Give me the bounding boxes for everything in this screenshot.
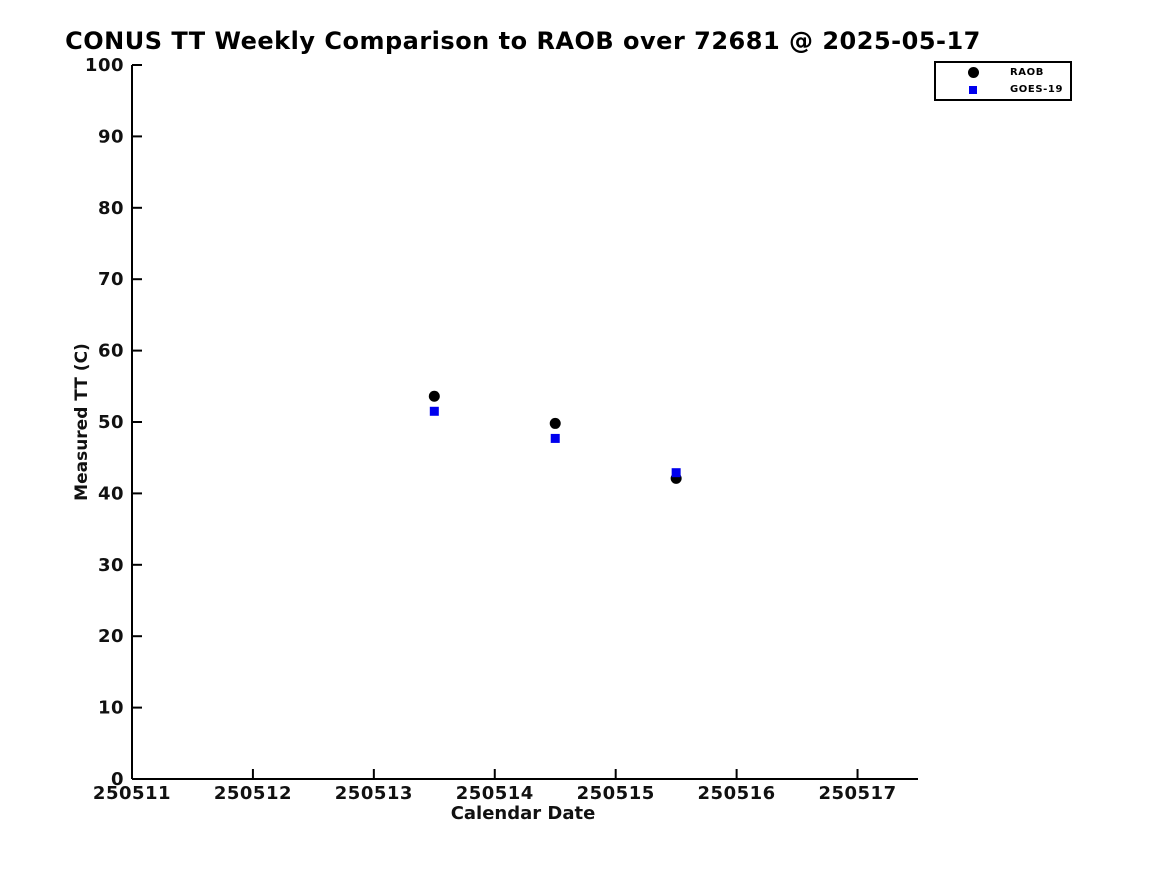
y-tick-label: 20 xyxy=(98,626,124,647)
y-tick-label: 60 xyxy=(98,341,124,362)
legend-label-goes-19: GOES-19 xyxy=(1010,84,1064,95)
y-tick-label: 50 xyxy=(98,412,124,433)
legend-item-goes-19: GOES-19 xyxy=(936,81,1070,98)
goes-19-point xyxy=(671,468,681,478)
legend: RAOB GOES-19 xyxy=(934,61,1072,101)
y-axis-label: Measured TT (C) xyxy=(72,343,92,501)
x-tick-label: 250514 xyxy=(456,783,534,804)
goes-19-square-icon xyxy=(936,85,1010,94)
y-tick-label: 80 xyxy=(98,198,124,219)
y-tick-label: 10 xyxy=(98,698,124,719)
x-tick-label: 250517 xyxy=(818,783,896,804)
x-tick-label: 250516 xyxy=(698,783,776,804)
goes-19-point xyxy=(550,433,560,443)
y-tick-label: 70 xyxy=(98,269,124,290)
x-tick-label: 250515 xyxy=(577,783,655,804)
y-tick-label: 90 xyxy=(98,126,124,147)
y-tick-label: 30 xyxy=(98,555,124,576)
x-tick-label: 250511 xyxy=(93,783,171,804)
x-axis-label: Calendar Date xyxy=(450,803,596,824)
legend-item-raob: RAOB xyxy=(936,64,1070,81)
y-tick-label: 40 xyxy=(98,483,124,504)
legend-label-raob: RAOB xyxy=(1010,67,1044,78)
raob-point xyxy=(549,417,561,429)
y-tick-label: 0 xyxy=(111,769,124,790)
x-tick-label: 250512 xyxy=(214,783,292,804)
x-tick-label: 250513 xyxy=(335,783,413,804)
goes-19-point xyxy=(429,406,439,416)
chart-title: CONUS TT Weekly Comparison to RAOB over … xyxy=(65,27,981,55)
goes-19-legend-marker xyxy=(969,85,977,94)
raob-point xyxy=(428,390,440,402)
raob-legend-marker xyxy=(967,67,979,78)
raob-circle-icon xyxy=(936,67,1010,78)
y-tick-label: 100 xyxy=(85,55,124,76)
